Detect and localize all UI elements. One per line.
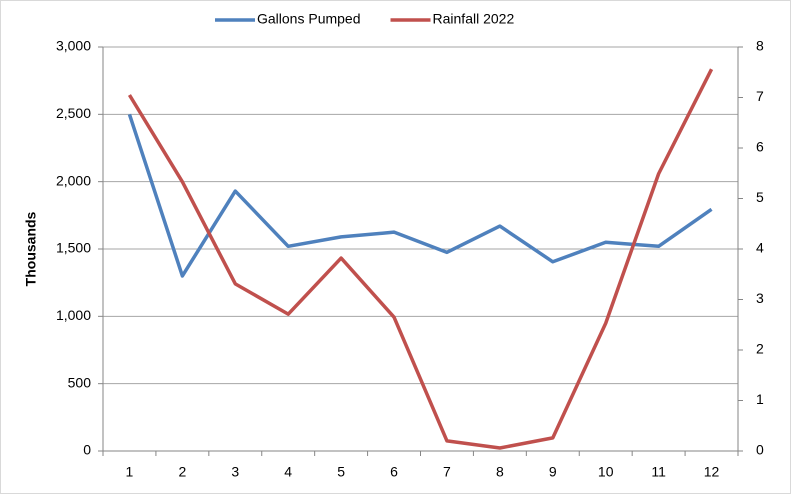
y-tick-label: 0 [83, 442, 91, 458]
y-tick-label: 1,500 [56, 240, 91, 256]
legend-label: Rainfall 2022 [433, 11, 515, 27]
y2-tick-label: 5 [756, 189, 764, 205]
x-tick-label: 2 [178, 464, 186, 480]
y-tick-label: 500 [68, 374, 92, 390]
y-axis-label: Thousands [23, 211, 39, 286]
y2-tick-label: 4 [756, 240, 764, 256]
y2-tick-label: 7 [756, 88, 764, 104]
y2-tick-label: 0 [756, 442, 764, 458]
y2-tick-label: 2 [756, 341, 764, 357]
y-tick-label: 1,000 [56, 307, 91, 323]
x-tick-label: 12 [704, 464, 720, 480]
y2-tick-label: 8 [756, 38, 764, 54]
x-tick-label: 6 [390, 464, 398, 480]
y2-tick-label: 6 [756, 139, 764, 155]
y-tick-label: 2,000 [56, 172, 91, 188]
x-tick-label: 8 [496, 464, 504, 480]
y2-tick-label: 1 [756, 391, 764, 407]
x-tick-label: 10 [598, 464, 614, 480]
y2-tick-label: 3 [756, 290, 764, 306]
y-tick-label: 3,000 [56, 38, 91, 54]
x-tick-label: 3 [231, 464, 239, 480]
series-line [127, 113, 713, 278]
x-tick-label: 9 [549, 464, 557, 480]
series-line [127, 68, 714, 450]
x-tick-label: 11 [651, 464, 666, 480]
y-tick-label: 2,500 [56, 105, 91, 121]
x-tick-label: 5 [337, 464, 345, 480]
legend-label: Gallons Pumped [257, 11, 361, 27]
x-tick-label: 1 [126, 464, 134, 480]
x-tick-label: 4 [284, 464, 292, 480]
x-tick-label: 7 [443, 464, 451, 480]
